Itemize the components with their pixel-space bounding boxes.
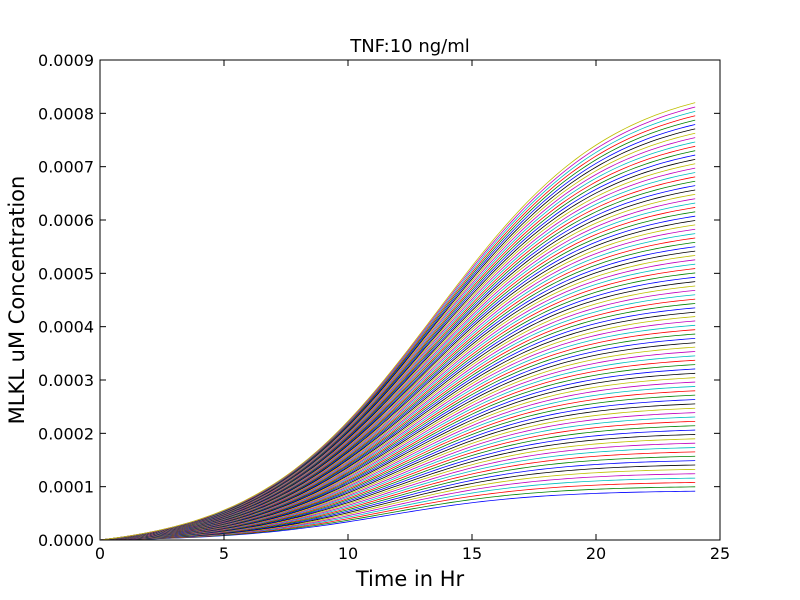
x-axis-label: Time in Hr [355, 567, 465, 591]
plot-frame [99, 59, 721, 541]
x-axis-ticks: 0 5 10 15 20 25 [95, 60, 730, 563]
y-tick-label: 0.0009 [38, 51, 94, 70]
y-axis-ticks: 0.0000 0.0001 0.0002 0.0003 0.0004 0.0005 0.00… [38, 51, 720, 550]
x-tick-label: 10 [338, 544, 358, 563]
x-tick-label: 5 [219, 544, 229, 563]
x-tick-label: 15 [462, 544, 482, 563]
x-tick-label: 0 [95, 544, 105, 563]
y-axis-label: MLKL uM Concentration [5, 176, 29, 425]
y-tick-label: 0.0006 [38, 211, 94, 230]
y-tick-label: 0.0002 [38, 424, 94, 443]
y-tick-label: 0.0008 [38, 104, 94, 123]
y-tick-label: 0.0003 [38, 371, 94, 390]
series-lines [99, 102, 696, 541]
y-tick-label: 0.0005 [38, 264, 94, 283]
y-tick-label: 0.0007 [38, 158, 94, 177]
series-line [99, 102, 696, 541]
y-tick-label: 0.0004 [38, 318, 94, 337]
y-tick-label: 0.0001 [38, 478, 94, 497]
chart-title: TNF:10 ng/ml [349, 36, 470, 57]
x-tick-label: 25 [710, 544, 730, 563]
y-tick-label: 0.0000 [38, 531, 94, 550]
x-tick-label: 20 [586, 544, 606, 563]
